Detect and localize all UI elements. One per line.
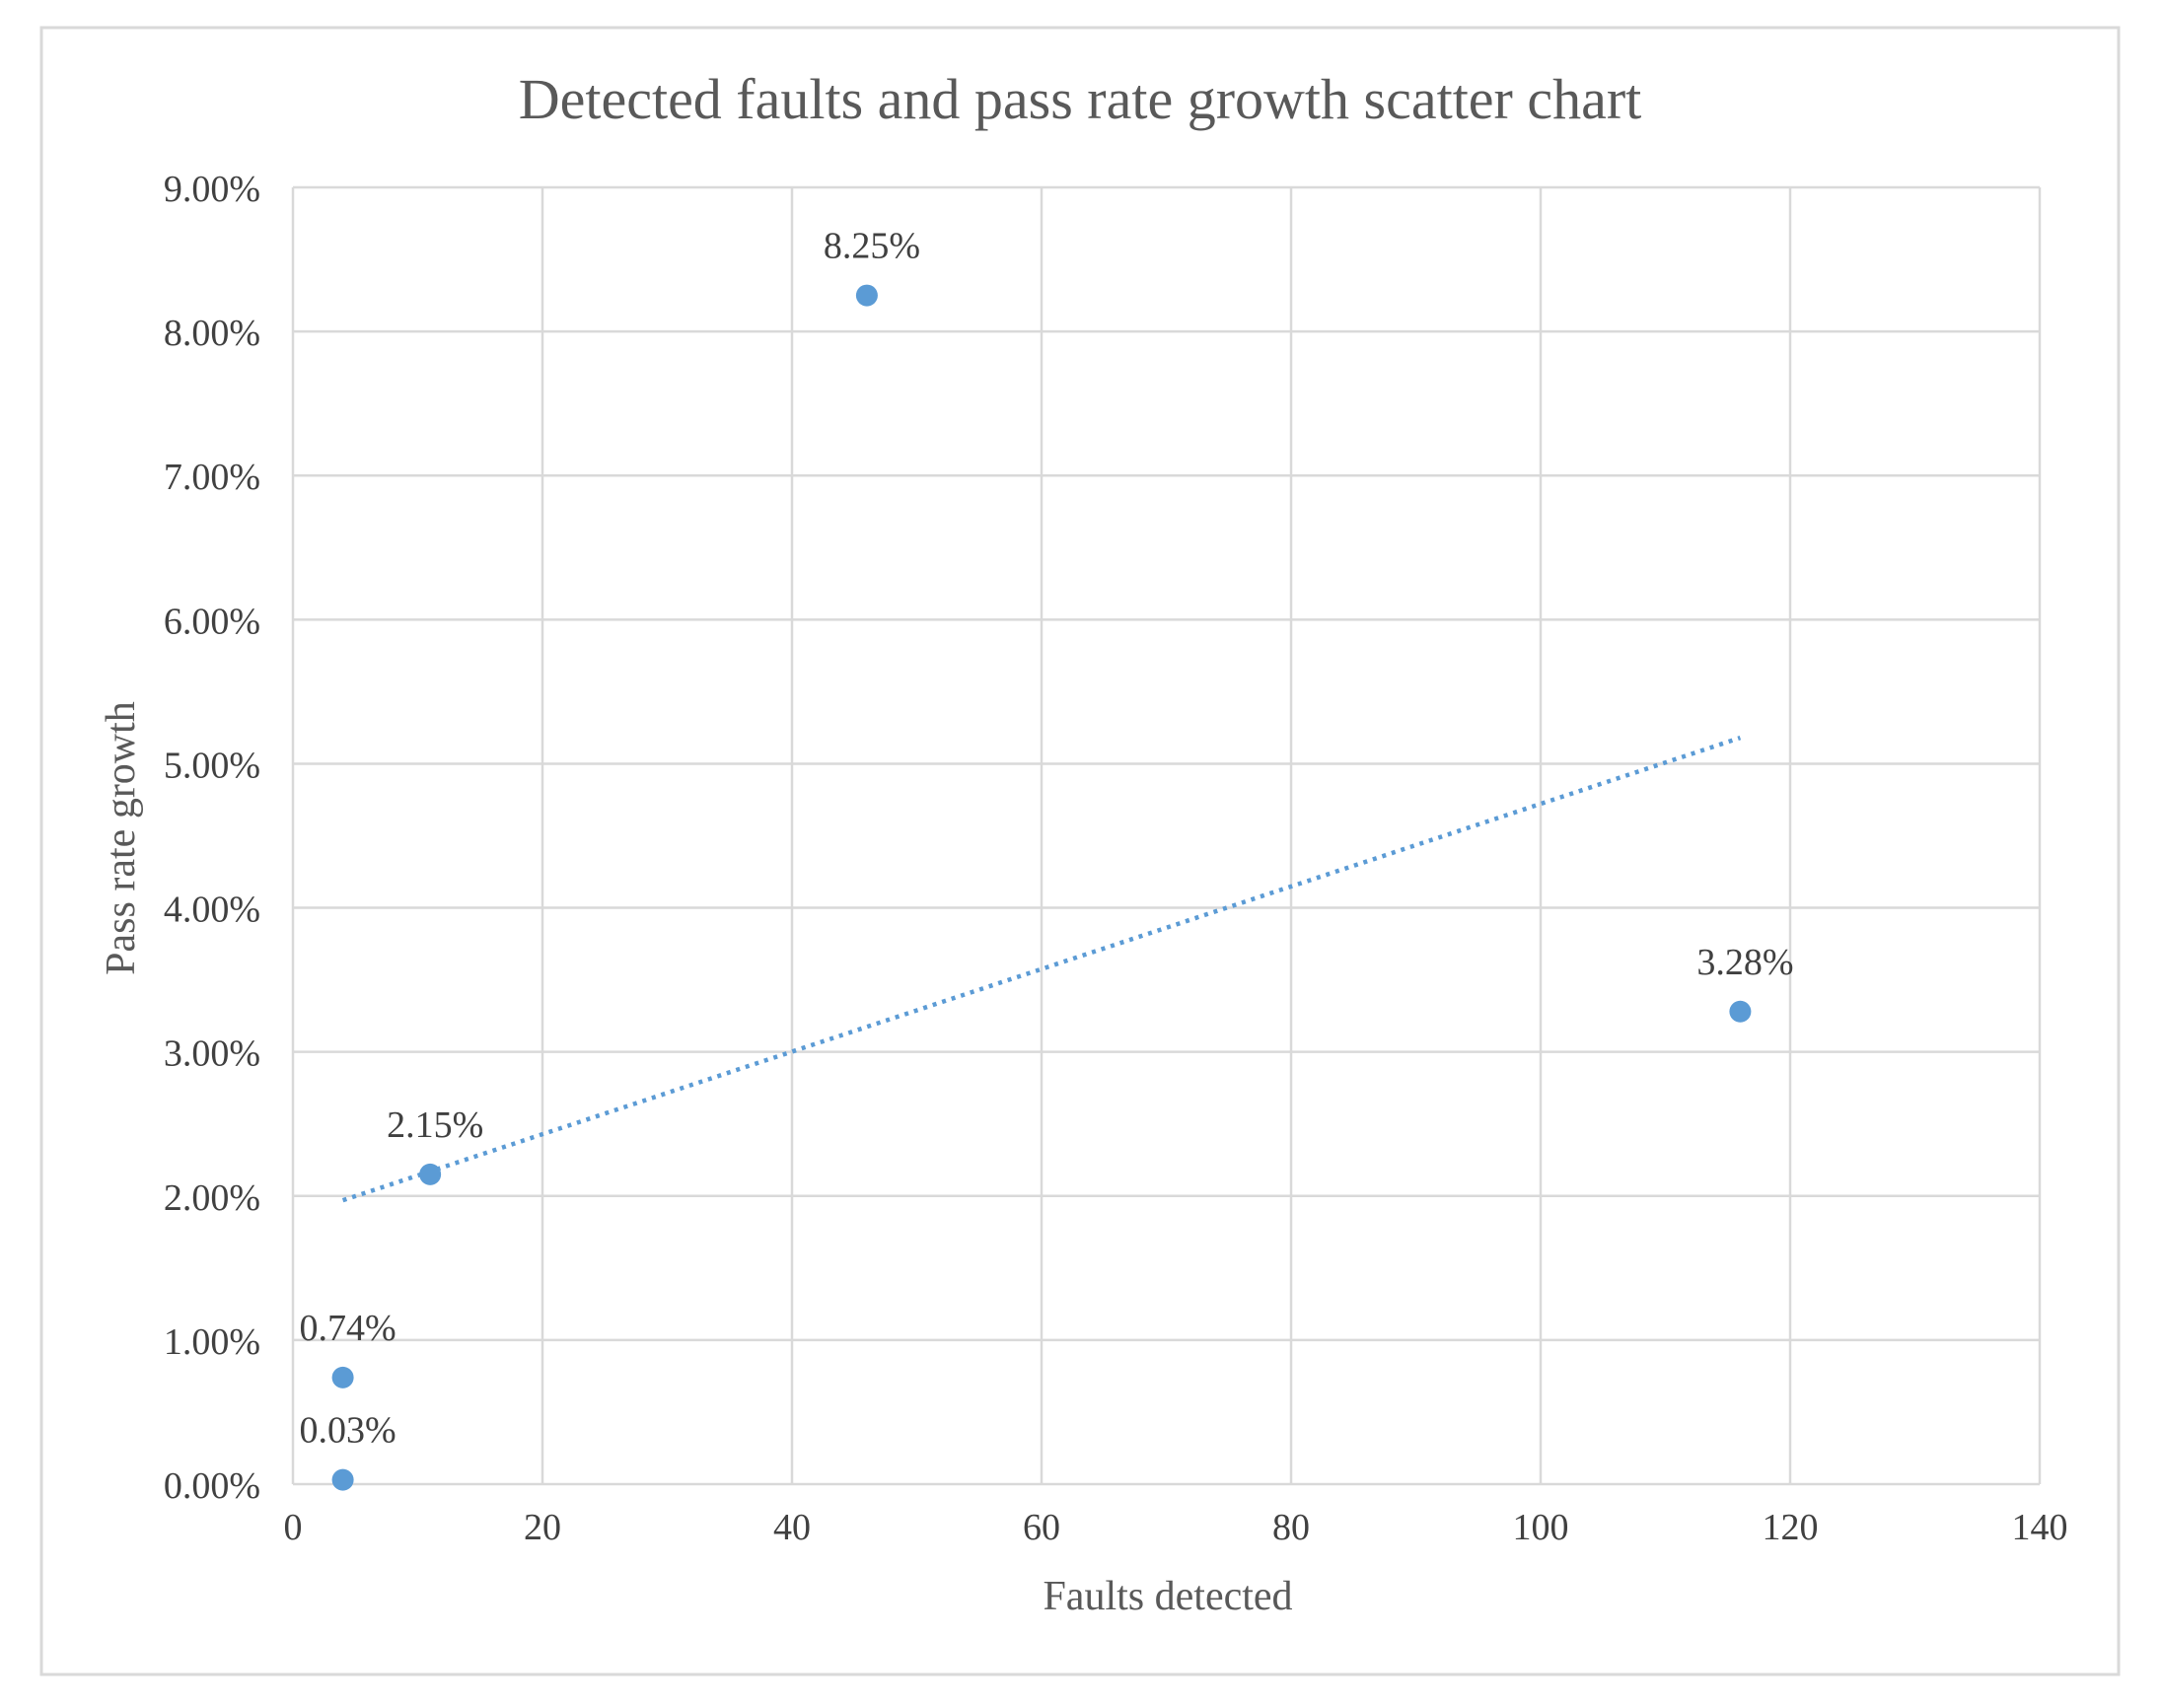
- y-tick-label: 3.00%: [164, 1033, 260, 1075]
- x-tick-label: 100: [1513, 1507, 1569, 1548]
- x-axis-title: Faults detected: [1043, 1574, 1292, 1619]
- y-tick-label: 4.00%: [164, 890, 260, 931]
- trendline: [341, 736, 1742, 1203]
- x-tick-label: 140: [2012, 1507, 2068, 1548]
- y-tick-label: 0.00%: [164, 1465, 260, 1507]
- x-tick-label: 80: [1272, 1507, 1310, 1548]
- data-points: 8.25% 3.28% 2.15% 0.74% 0.03%: [300, 226, 1793, 1491]
- y-tick-label: 9.00%: [164, 169, 260, 210]
- x-tick-label: 60: [1023, 1507, 1060, 1548]
- y-tick-label: 5.00%: [164, 745, 260, 786]
- data-label: 0.74%: [300, 1308, 396, 1349]
- data-label: 8.25%: [824, 226, 920, 267]
- data-label: 2.15%: [387, 1104, 483, 1146]
- chart-border: [39, 26, 2121, 1676]
- data-point: [419, 1163, 442, 1185]
- x-tick-label: 0: [284, 1507, 303, 1548]
- data-point: [331, 1468, 354, 1491]
- data-label: 3.28%: [1696, 942, 1793, 983]
- y-tick-label: 2.00%: [164, 1177, 260, 1219]
- gridlines: [291, 185, 2042, 1486]
- data-point: [855, 284, 878, 307]
- trendline-layer: [341, 736, 1742, 1203]
- data-point: [1729, 1000, 1752, 1023]
- axes: 0.00% 1.00% 2.00% 3.00% 4.00% 5.00% 6.00% 7.00%…: [164, 169, 2068, 1548]
- x-tick-label: 20: [524, 1507, 561, 1548]
- chart-title: Detected faults and pass rate growth sca…: [519, 67, 1642, 131]
- data-point: [331, 1366, 354, 1388]
- data-label: 0.03%: [300, 1410, 396, 1452]
- y-tick-label: 7.00%: [164, 457, 260, 498]
- y-tick-label: 1.00%: [164, 1321, 260, 1363]
- y-tick-label: 6.00%: [164, 601, 260, 642]
- y-tick-label: 8.00%: [164, 313, 260, 354]
- x-tick-label: 40: [773, 1507, 811, 1548]
- x-tick-label: 120: [1763, 1507, 1819, 1548]
- y-axis-title: Pass rate growth: [99, 701, 144, 975]
